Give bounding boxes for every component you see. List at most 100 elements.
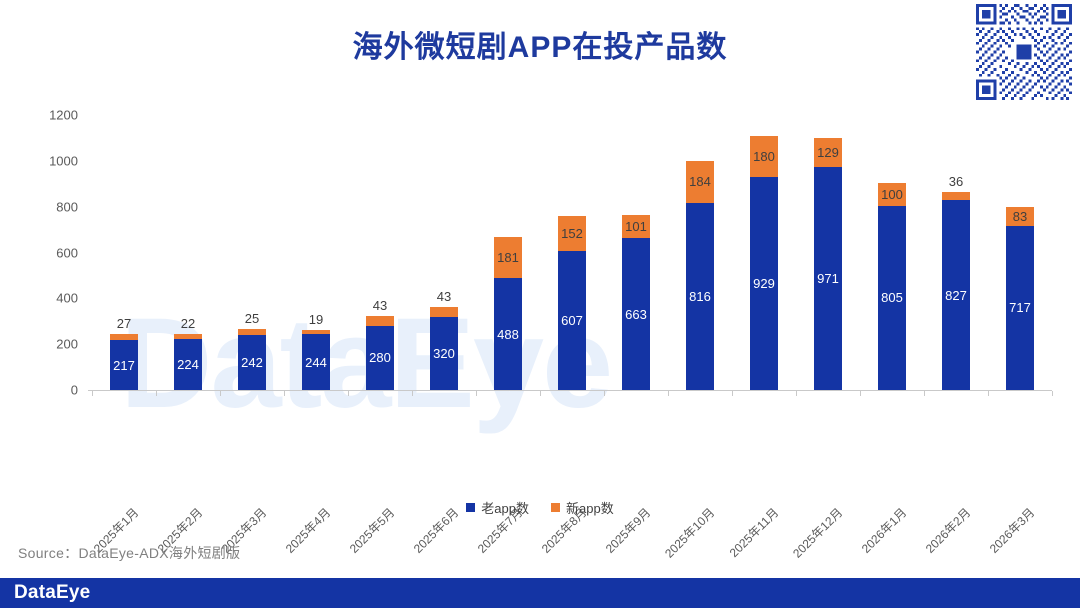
legend-item[interactable]: 老app数 [466,498,529,517]
bar-segment-new-app[interactable]: 180 [750,135,778,178]
bar-segment-new-app[interactable]: 152 [558,216,586,251]
x-axis-tickmark [92,391,93,396]
legend-label: 新app数 [566,501,614,516]
bar-segment-new-app[interactable]: 129 [814,137,842,168]
bar-group[interactable]: 217 27 [110,317,138,390]
x-axis-tickmark [412,391,413,396]
bar-value-label-old: 217 [113,357,135,373]
bar-series-group: 217 27 224 22 242 25 244 19 280 43 320 43 488 181 607 1… [92,115,1052,390]
bar-group[interactable]: 320 43 [430,290,458,390]
bar-value-label-new: 25 [244,310,260,326]
legend-label: 老app数 [481,501,529,516]
bar-segment-new-app[interactable] [366,316,394,326]
bar-group[interactable]: 717 83 [1006,206,1034,390]
bar-segment-new-app[interactable]: 101 [622,214,650,239]
x-axis-tickmark [1052,391,1053,396]
y-axis-tick: 400 [56,290,78,306]
bar-segment-old-app[interactable]: 242 [238,334,266,390]
y-axis-tick: 200 [56,336,78,352]
bar-value-label-old: 244 [305,354,327,370]
bar-segment-old-app[interactable]: 488 [494,278,522,390]
bar-value-label-old: 280 [369,350,391,366]
bar-value-label-old: 224 [177,356,199,372]
bar-value-label-new: 43 [372,297,388,313]
bar-group[interactable]: 929 180 [750,135,778,390]
chart-legend: 老app数 新app数 [0,498,1080,517]
bar-group[interactable]: 816 184 [686,160,714,390]
bar-value-label-old: 805 [881,290,903,306]
dataeye-logo: DataEye [14,582,91,603]
bar-segment-new-app[interactable]: 181 [494,236,522,279]
bar-segment-old-app[interactable]: 805 [878,205,906,390]
bar-value-label-new: 184 [689,174,711,190]
bar-value-label-new: 101 [625,218,647,234]
x-axis-tickmark [668,391,669,396]
bar-segment-old-app[interactable]: 244 [302,334,330,390]
x-axis-tickmark [348,391,349,396]
bar-group[interactable]: 224 22 [174,317,202,390]
bar-segment-old-app[interactable]: 929 [750,177,778,390]
x-axis-tickmark [732,391,733,396]
y-axis-tick: 800 [56,199,78,215]
bar-segment-new-app[interactable] [110,334,138,341]
bar-segment-old-app[interactable]: 607 [558,250,586,390]
bar-group[interactable]: 280 43 [366,299,394,390]
x-axis-tickmark [988,391,989,396]
bar-segment-old-app[interactable]: 320 [430,316,458,390]
page-title: 海外微短剧APP在投产品数 [352,31,728,64]
x-axis-tickmark [604,391,605,396]
bar-group[interactable]: 971 129 [814,137,842,390]
bar-segment-new-app[interactable]: 83 [1006,206,1034,226]
bar-value-label-new: 22 [180,315,196,331]
bar-group[interactable]: 488 181 [494,236,522,390]
bar-value-label-old: 929 [753,276,775,292]
bar-value-label-old: 827 [945,287,967,303]
legend-swatch [551,503,560,512]
x-axis-tickmark [156,391,157,396]
legend-item[interactable]: 新app数 [551,498,614,517]
plot-area: 217 27 224 22 242 25 244 19 280 43 320 43 488 181 607 1… [92,115,1052,390]
qr-code[interactable] [976,4,1072,100]
bar-segment-new-app[interactable]: 100 [878,182,906,206]
bar-segment-old-app[interactable]: 816 [686,203,714,390]
bar-value-label-new: 152 [561,225,583,241]
legend-swatch [466,503,476,512]
bar-segment-old-app[interactable]: 663 [622,238,650,390]
bar-group[interactable]: 607 152 [558,216,586,390]
y-axis-tick: 600 [56,245,78,260]
bar-value-label-old: 816 [689,289,711,304]
x-axis-tickmark [924,391,925,396]
y-axis-tick: 0 [70,382,78,398]
bar-segment-new-app[interactable] [238,328,266,335]
qr-code-graphic [976,4,1072,100]
bar-segment-old-app[interactable]: 224 [174,338,202,390]
bar-segment-old-app[interactable]: 971 [814,167,842,390]
bar-segment-new-app[interactable] [942,192,970,201]
bar-segment-old-app[interactable]: 827 [942,200,970,390]
bar-group[interactable]: 805 100 [878,182,906,390]
bar-segment-old-app[interactable]: 280 [366,325,394,390]
bar-value-label-new: 83 [1012,208,1028,224]
y-axis: 0 200 400 600 800 1000 1200 [0,108,88,398]
bar-value-label-old: 320 [433,345,455,361]
bar-value-label-new: 27 [116,316,132,332]
bar-segment-old-app[interactable]: 717 [1006,225,1034,390]
bar-segment-new-app[interactable] [430,306,458,317]
bar-value-label-old: 663 [625,306,647,322]
bar-group[interactable]: 244 19 [302,313,330,390]
bar-value-label-old: 488 [497,326,519,342]
bar-group[interactable]: 242 25 [238,312,266,390]
footer-bar: DataEye [0,578,1080,608]
bar-group[interactable]: 827 36 [942,175,970,390]
bar-value-label-new: 36 [948,174,964,190]
bar-segment-new-app[interactable] [174,333,202,339]
x-axis-tickmark [860,391,861,396]
bar-segment-new-app[interactable] [302,329,330,335]
bar-group[interactable]: 663 101 [622,214,650,390]
bar-segment-old-app[interactable]: 217 [110,340,138,390]
x-axis-tickmark [284,391,285,396]
bar-value-label-new: 19 [308,311,324,327]
bar-segment-new-app[interactable]: 184 [686,160,714,203]
